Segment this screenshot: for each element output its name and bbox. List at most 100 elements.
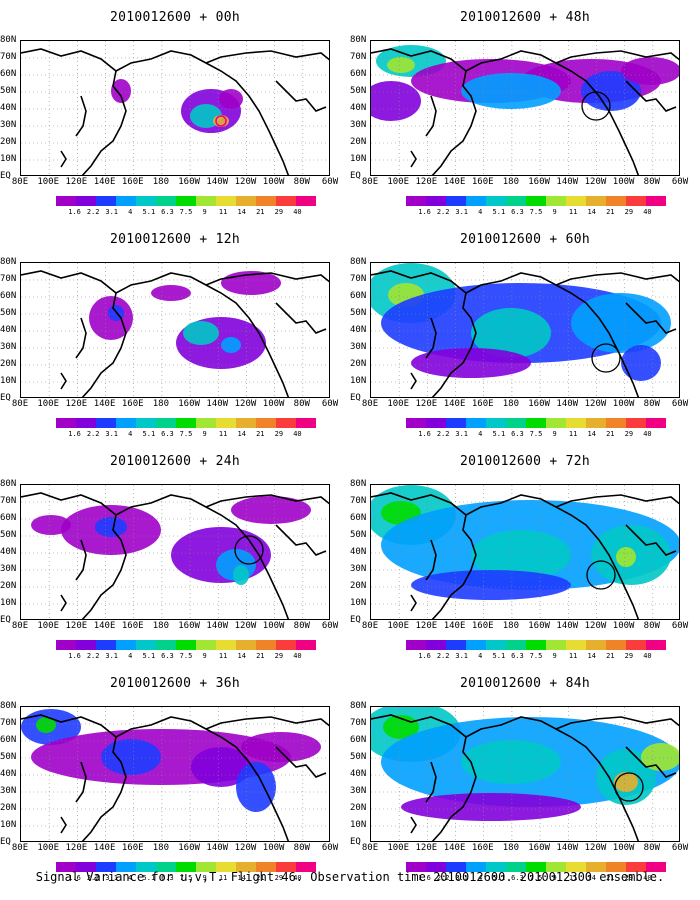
coastline [21, 714, 127, 841]
colorbar-level-label: 40 [293, 652, 302, 660]
colorbar-swatch [76, 862, 96, 872]
lon-label: 100W [262, 177, 285, 187]
colorbar-swatch [156, 862, 176, 872]
colorbar-swatch [426, 196, 446, 206]
lon-label: 100W [262, 843, 285, 853]
colorbar-level-label: 3.1 [455, 430, 469, 438]
coastline [75, 95, 87, 137]
lon-label: 60W [321, 621, 339, 631]
variance-shading [401, 793, 581, 821]
coastline [465, 50, 640, 175]
lat-label: 10N [0, 598, 17, 608]
coastline [115, 494, 290, 619]
colorbar-level-label: 6.3 [511, 208, 524, 216]
colorbar-swatch [56, 862, 76, 872]
lon-label: 160E [121, 843, 144, 853]
lon-label: 120W [234, 621, 257, 631]
lat-label: 30N [0, 786, 17, 796]
lon-label: 140E [93, 177, 116, 187]
map-plot [20, 262, 330, 398]
colorbar-labels: 1.6 2.2 3.1 4 5.1 6.3 7.5 9 11 14 21 29 40 [406, 874, 666, 884]
colorbar-level-label: 5.1 [142, 652, 156, 660]
colorbar-labels: 1.6 2.2 3.1 4 5.1 6.3 7.5 9 11 14 21 29 40 [56, 430, 316, 440]
colorbar-swatch [486, 640, 506, 650]
lon-label: 120E [415, 177, 438, 187]
coastline [555, 716, 679, 730]
colorbar-level-label: 5.1 [492, 430, 506, 438]
colorbar-level-label: 14 [587, 874, 596, 882]
colorbar-level-label: 9 [202, 430, 207, 438]
map-plot [20, 706, 330, 842]
coastline [425, 95, 437, 137]
variance-shading [471, 308, 551, 358]
colorbar-swatch [216, 418, 236, 428]
lat-label: 80N [350, 257, 367, 267]
colorbar-swatch [446, 196, 466, 206]
lat-label: 80N [0, 257, 17, 267]
colorbar-swatch [446, 418, 466, 428]
colorbar [56, 640, 316, 650]
colorbar-level-label: 4 [478, 430, 483, 438]
colorbar-swatch [276, 862, 296, 872]
lon-label: 100W [612, 177, 635, 187]
coastline [425, 761, 437, 803]
lat-label: 70N [0, 718, 17, 728]
coastline [205, 50, 329, 64]
variance-shading [471, 530, 571, 580]
coastline [60, 816, 67, 834]
lat-label: 50N [0, 752, 17, 762]
colorbar-swatch [566, 418, 586, 428]
colorbar [406, 418, 666, 428]
colorbar-swatch [136, 640, 156, 650]
lon-label: 180 [502, 621, 520, 631]
colorbar-level-label: 3.1 [105, 652, 119, 660]
colorbar [406, 640, 666, 650]
colorbar-swatch [76, 418, 96, 428]
lat-label: 20N [0, 137, 17, 147]
coastline [75, 539, 87, 581]
lat-label: 70N [350, 718, 367, 728]
lon-label: 100E [387, 177, 410, 187]
colorbar-level-label: 5.1 [142, 208, 156, 216]
colorbar-swatch [216, 196, 236, 206]
lon-label: 120W [584, 843, 607, 853]
lat-label: 20N [0, 359, 17, 369]
colorbar-swatch [426, 862, 446, 872]
colorbar [56, 418, 316, 428]
colorbar-swatch [606, 196, 626, 206]
colorbar-swatch [96, 640, 116, 650]
variance-shading [95, 517, 127, 537]
variance-shading [111, 79, 131, 103]
colorbar-swatch [506, 196, 526, 206]
map-plot [20, 484, 330, 620]
lon-label: 100E [387, 399, 410, 409]
colorbar-swatch [256, 418, 276, 428]
lon-label: 100W [612, 621, 635, 631]
colorbar-swatch [406, 418, 426, 428]
coastline [555, 272, 679, 286]
colorbar-swatch [96, 418, 116, 428]
colorbar-swatch [586, 196, 606, 206]
coastline [465, 494, 640, 619]
colorbar-level-label: 29 [624, 430, 634, 438]
lon-label: 120W [584, 621, 607, 631]
colorbar-level-label: 6.3 [161, 430, 174, 438]
lon-label: 160W [178, 177, 200, 187]
variance-shading [461, 740, 561, 784]
lon-label: 160E [471, 399, 494, 409]
colorbar-level-label: 40 [293, 208, 302, 216]
colorbar-level-label: 7.5 [529, 208, 543, 216]
panel-title: 2010012600 + 60h [459, 232, 591, 247]
lat-label: EQ [350, 171, 361, 181]
lon-label: 180 [152, 621, 170, 631]
colorbar-level-label: 4 [128, 208, 133, 216]
lon-label: 60W [671, 177, 689, 187]
colorbar-swatch [276, 418, 296, 428]
colorbar-swatch [176, 640, 196, 650]
colorbar-swatch [586, 640, 606, 650]
lat-label: 70N [0, 496, 17, 506]
colorbar-swatch [56, 640, 76, 650]
lat-label: 40N [0, 769, 17, 779]
colorbar-swatch [216, 862, 236, 872]
lat-label: 60N [0, 291, 17, 301]
